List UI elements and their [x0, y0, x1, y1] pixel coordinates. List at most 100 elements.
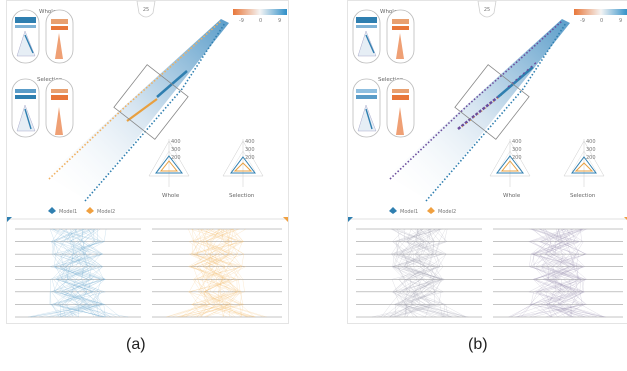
whole-glyph-orange — [386, 9, 415, 64]
page-number: 25 — [484, 7, 490, 13]
pc-line — [191, 228, 265, 318]
pc-line — [175, 228, 238, 318]
page-number: 25 — [143, 7, 149, 13]
selection-glyph-blue — [352, 78, 381, 138]
pc-line — [537, 228, 574, 318]
pc-line — [376, 228, 433, 318]
pc-line — [392, 228, 444, 318]
pc-line — [544, 228, 586, 318]
svg-text:200: 200 — [586, 155, 596, 161]
pc-line — [204, 228, 255, 318]
pc-line — [188, 228, 242, 318]
pc-line — [393, 228, 441, 318]
pc-line — [171, 228, 227, 318]
pc-line — [199, 228, 253, 318]
pc-line — [50, 228, 85, 318]
pc-line — [508, 228, 567, 318]
selection-rectangle[interactable] — [113, 64, 189, 140]
pc-line — [532, 228, 587, 318]
pc-line — [49, 228, 77, 318]
pc-line — [371, 228, 448, 318]
pc-line — [51, 228, 121, 318]
pc-line — [392, 228, 461, 318]
pc-line — [61, 228, 106, 318]
radar-whole-label: Whole — [162, 193, 180, 199]
pc-line — [51, 228, 97, 318]
pc-line — [192, 228, 247, 318]
pc-line — [515, 228, 580, 318]
pc-line — [188, 228, 242, 318]
pc-line — [61, 228, 102, 318]
pc-line — [193, 228, 242, 318]
pc-line — [392, 228, 466, 318]
pc-line — [521, 228, 578, 318]
model-legend: Model1 Model2 — [48, 207, 115, 215]
parallel-coords-right — [152, 228, 282, 318]
pc-line — [392, 228, 452, 318]
pc-line — [529, 228, 583, 318]
pc-line — [187, 228, 244, 318]
pc-line — [180, 228, 242, 318]
pc-line — [55, 228, 102, 318]
pc-line — [530, 228, 584, 318]
pc-line — [190, 228, 250, 318]
pc-line — [389, 228, 443, 318]
pc-line — [50, 228, 103, 318]
pc-line — [191, 228, 239, 318]
svg-text:Model1: Model1 — [59, 209, 77, 215]
pc-line — [532, 228, 586, 318]
pc-line — [521, 228, 586, 318]
selection-rectangle[interactable] — [454, 64, 530, 140]
model1-icon — [48, 207, 56, 214]
svg-text:400: 400 — [171, 139, 181, 145]
legend-tick-max: 9 — [278, 18, 281, 24]
pc-line — [51, 228, 106, 318]
pc-line — [30, 228, 103, 318]
pc-line — [535, 228, 598, 318]
pc-line — [66, 228, 103, 318]
pc-line — [539, 228, 587, 318]
pc-line — [190, 228, 237, 318]
selection-glyph-orange — [386, 78, 415, 138]
color-legend: -9 0 9 — [233, 9, 287, 24]
radar-selection-label: Selection — [570, 193, 596, 199]
pc-line — [49, 228, 106, 318]
pc-line — [511, 228, 587, 318]
selection-label: Selection — [37, 77, 63, 83]
pc-line — [185, 228, 239, 318]
pc-line — [201, 228, 243, 318]
caption-a: (a) — [126, 336, 146, 353]
pc-line — [531, 228, 580, 318]
parallel-coords-right — [493, 228, 623, 318]
selection-glyph-blue — [11, 78, 40, 138]
pc-line — [180, 228, 244, 318]
pc-line — [388, 228, 441, 318]
svg-text:Model2: Model2 — [97, 209, 115, 215]
pc-line — [391, 228, 440, 318]
pc-line — [53, 228, 100, 318]
pc-line — [530, 228, 579, 318]
pc-line — [535, 228, 585, 318]
pc-line — [182, 228, 245, 318]
whole-glyph-blue — [352, 9, 381, 64]
model2-icon — [86, 207, 94, 214]
pc-line — [56, 228, 103, 318]
caption-b: (b) — [468, 336, 488, 353]
pc-line — [532, 228, 588, 318]
pc-line — [420, 228, 446, 318]
pc-line — [53, 228, 106, 318]
pc-line — [534, 228, 586, 318]
pc-line — [214, 228, 255, 318]
model2-icon — [427, 207, 435, 214]
svg-text:400: 400 — [245, 139, 255, 145]
whole-label: Whole — [380, 9, 398, 15]
figure-panel-a: 25 -9 0 9 Whole — [6, 0, 289, 324]
whole-glyph-blue — [11, 9, 40, 64]
pc-line — [66, 228, 104, 318]
svg-text:0: 0 — [600, 18, 603, 24]
pc-line — [56, 228, 103, 318]
model1-icon — [389, 207, 397, 214]
svg-text:9: 9 — [619, 18, 622, 24]
pc-line — [55, 228, 101, 318]
pc-line — [49, 228, 117, 318]
